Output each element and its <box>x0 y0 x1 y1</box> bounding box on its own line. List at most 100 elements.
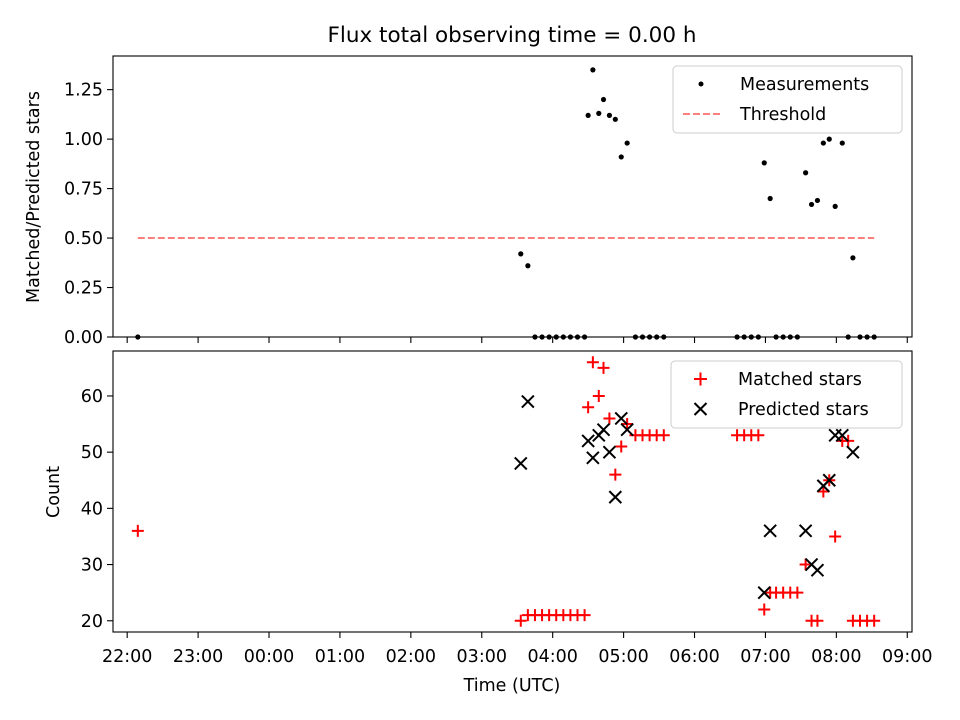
predicted-star-point <box>810 563 825 577</box>
measurement-point <box>761 160 767 166</box>
y-tick-label: 0.25 <box>64 279 103 299</box>
matched-star-point <box>597 361 610 374</box>
predicted-star-point <box>596 422 611 437</box>
matched-star-point <box>791 586 804 599</box>
top-plot-area <box>135 67 877 340</box>
bottom-x-axis: 22:00 23:00 00:00 01:00 02:00 03:00 04:00 05:00… <box>102 632 932 667</box>
measurement-point <box>590 67 596 73</box>
predicted-star-point <box>620 422 634 437</box>
y-tick-label: 20 <box>81 612 103 632</box>
x-tick-label: 22:00 <box>102 647 152 667</box>
measurement-point <box>808 201 815 208</box>
predicted-star-point <box>846 445 860 459</box>
legend-matched-label: Matched stars <box>738 370 862 390</box>
matched-star-point <box>752 429 765 442</box>
legend-threshold-label: Threshold <box>739 105 826 125</box>
bottom-y-axis-label: Count <box>44 466 64 518</box>
measurement-point <box>518 251 524 257</box>
matched-star-point <box>758 603 771 616</box>
x-tick-label: 02:00 <box>386 647 436 667</box>
matched-star-point <box>829 530 842 543</box>
x-tick-label: 04:00 <box>527 647 577 667</box>
x-tick-label: 08:00 <box>811 647 861 667</box>
x-axis-label: Time (UTC) <box>463 676 561 696</box>
predicted-star-point <box>608 490 623 504</box>
predicted-star-point <box>602 445 617 459</box>
matched-star-point <box>131 524 144 537</box>
y-tick-label: 1.00 <box>64 130 103 150</box>
y-tick-label: 30 <box>81 556 103 576</box>
y-tick-label: 50 <box>81 443 103 463</box>
y-tick-label: 0.50 <box>64 229 103 249</box>
matched-star-point <box>603 412 616 425</box>
measurement-point <box>832 203 838 209</box>
predicted-star-point <box>763 524 777 538</box>
bottom-axes-frame <box>112 350 913 633</box>
x-tick-label: 06:00 <box>669 647 719 667</box>
measurement-point <box>600 96 607 103</box>
bottom-panel: 20 30 40 50 60 22:00 23:00 00:00 01:00 02:00 03:0… <box>44 350 932 696</box>
legend-measurements-marker <box>698 81 704 87</box>
measurement-point <box>585 112 591 118</box>
x-tick-label: 05:00 <box>598 647 648 667</box>
measurement-point <box>618 154 624 160</box>
predicted-star-point <box>798 524 813 538</box>
top-y-axis-label: Matched/Predicted stars <box>24 91 44 303</box>
predicted-star-point <box>521 394 535 409</box>
measurement-point <box>624 140 630 146</box>
matched-star-point <box>817 485 830 498</box>
bottom-y-axis: 20 30 40 50 60 <box>81 387 113 632</box>
x-tick-label: 09:00 <box>882 647 932 667</box>
matched-star-point <box>799 558 812 571</box>
matched-star-point <box>586 356 599 369</box>
predicted-star-point <box>581 434 595 448</box>
measurement-point <box>850 255 856 261</box>
predicted-star-point <box>835 428 849 443</box>
top-x-axis <box>126 337 908 343</box>
measurement-point <box>814 197 821 204</box>
predicted-star-point <box>757 585 771 600</box>
legend-predicted-label: Predicted stars <box>738 400 869 420</box>
top-legend: Measurements Threshold <box>672 65 903 134</box>
measurement-point <box>525 263 531 269</box>
bottom-plot-area <box>131 356 881 627</box>
measurement-point <box>767 195 773 202</box>
x-tick-label: 01:00 <box>315 647 365 667</box>
predicted-star-point <box>614 411 628 426</box>
predicted-star-point <box>514 456 528 471</box>
top-axes-frame <box>112 55 913 338</box>
matched-star-point <box>868 614 881 627</box>
y-tick-label: 0.75 <box>64 180 103 200</box>
legend-predicted-marker <box>693 402 708 416</box>
measurement-point <box>820 140 826 146</box>
x-tick-label: 07:00 <box>740 647 790 667</box>
matched-star-point <box>578 609 591 622</box>
matched-star-point <box>657 429 670 442</box>
measurement-point <box>596 110 602 116</box>
matched-star-point <box>514 614 527 627</box>
predicted-star-point <box>822 473 836 487</box>
x-tick-label: 23:00 <box>173 647 223 667</box>
top-panel: 0.00 0.25 0.50 0.75 1.00 1.25 Matched/Predict… <box>24 55 913 348</box>
chart-title: Flux total observing time = 0.00 h <box>328 23 697 48</box>
bottom-legend-box <box>670 360 903 429</box>
top-y-axis: 0.00 0.25 0.50 0.75 1.00 1.25 <box>64 81 113 348</box>
measurement-point <box>826 136 832 142</box>
y-tick-label: 60 <box>81 387 103 407</box>
measurement-point <box>606 112 613 118</box>
matched-star-point <box>582 401 595 414</box>
x-tick-label: 00:00 <box>244 647 294 667</box>
legend-measurements-label: Measurements <box>740 75 869 95</box>
top-legend-box <box>672 65 903 134</box>
bottom-legend: Matched stars Predicted stars <box>670 360 903 429</box>
matched-star-point <box>615 440 628 453</box>
measurement-point <box>803 170 809 176</box>
x-tick-label: 03:00 <box>457 647 507 667</box>
measurement-point <box>839 140 845 146</box>
y-tick-label: 40 <box>81 499 103 519</box>
predicted-star-point <box>586 451 600 465</box>
legend-matched-marker <box>694 372 707 386</box>
matched-star-point <box>592 389 605 402</box>
matched-star-point <box>609 468 622 481</box>
